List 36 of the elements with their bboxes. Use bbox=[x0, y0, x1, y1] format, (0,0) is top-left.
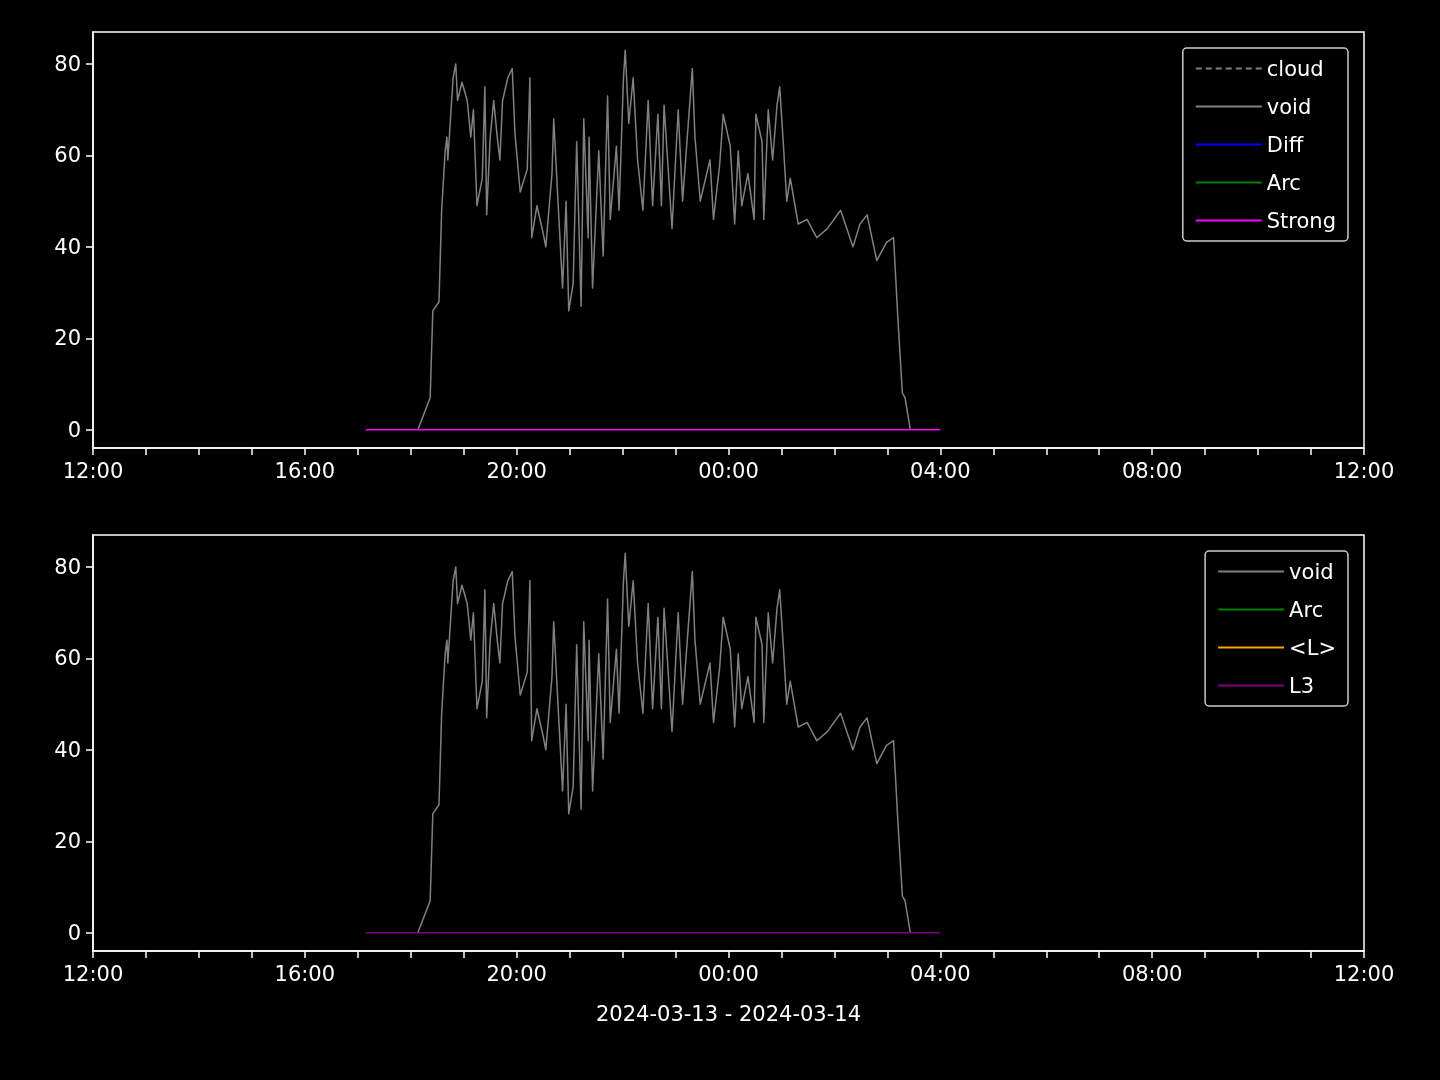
x-tick-label: 12:00 bbox=[62, 961, 124, 986]
x-tick-label: 00:00 bbox=[698, 458, 759, 483]
legend-label: Strong bbox=[1266, 208, 1337, 233]
x-tick-label: 12:00 bbox=[1333, 458, 1395, 483]
y-tick-label: 60 bbox=[54, 143, 81, 168]
x-tick-label: 12:00 bbox=[1333, 961, 1395, 986]
legend-label: void bbox=[1266, 94, 1312, 119]
y-tick-label: 80 bbox=[54, 555, 81, 579]
y-tick-label: 40 bbox=[54, 737, 81, 762]
x-tick-label: 04:00 bbox=[910, 961, 971, 986]
legend-label: <L> bbox=[1289, 635, 1337, 660]
y-tick-label: 80 bbox=[54, 52, 81, 76]
legend-label: Arc bbox=[1266, 170, 1301, 195]
legend-label: L3 bbox=[1289, 673, 1315, 698]
legend-label: Arc bbox=[1289, 597, 1324, 622]
x-tick-label: 12:00 bbox=[62, 458, 124, 483]
legend-label: cloud bbox=[1266, 56, 1324, 81]
y-tick-label: 0 bbox=[67, 417, 81, 442]
line-series bbox=[417, 49, 912, 431]
y-tick-label: 20 bbox=[54, 326, 81, 351]
line-series bbox=[417, 552, 912, 934]
x-tick-label: 16:00 bbox=[274, 961, 336, 986]
x-tick-label: 08:00 bbox=[1121, 458, 1183, 483]
x-tick-label: 08:00 bbox=[1121, 961, 1183, 986]
x-tick-label: 20:00 bbox=[486, 458, 547, 483]
x-axis-title: 2024-03-13 - 2024-03-14 bbox=[595, 1001, 862, 1026]
x-tick-label: 00:00 bbox=[698, 961, 759, 986]
x-tick-label: 04:00 bbox=[910, 458, 971, 483]
y-tick-label: 40 bbox=[54, 234, 81, 259]
y-tick-label: 60 bbox=[54, 646, 81, 671]
x-tick-label: 16:00 bbox=[274, 458, 336, 483]
x-tick-label: 20:00 bbox=[486, 961, 547, 986]
legend-label: void bbox=[1289, 559, 1334, 584]
y-tick-label: 0 bbox=[67, 920, 81, 945]
legend-label: Diff bbox=[1266, 132, 1304, 157]
y-tick-label: 20 bbox=[54, 829, 81, 854]
